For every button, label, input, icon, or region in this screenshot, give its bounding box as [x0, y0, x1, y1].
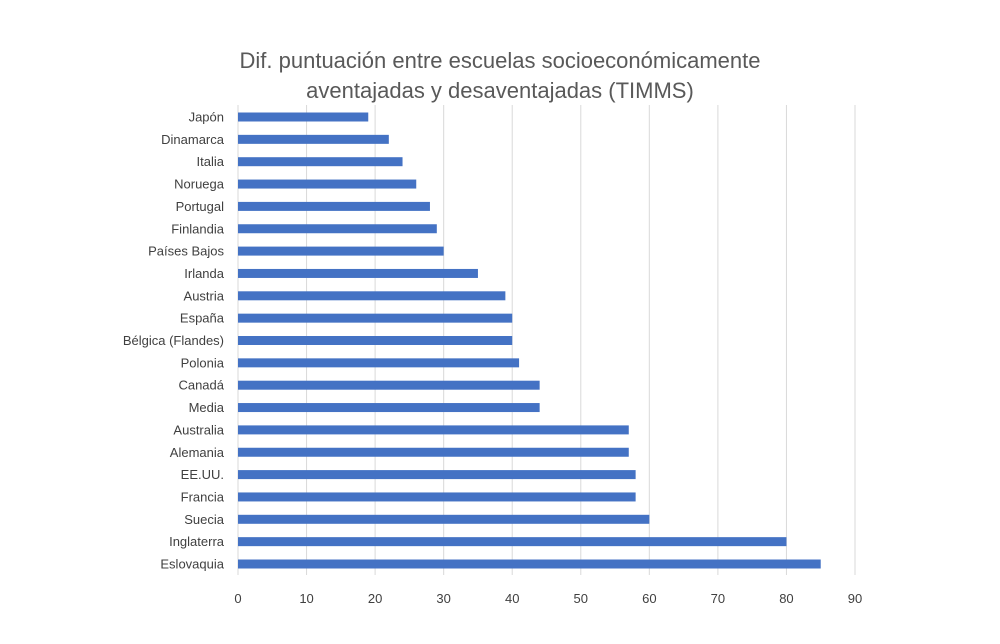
bar: [238, 336, 513, 345]
category-label: Canadá: [178, 378, 224, 393]
chart-title: Dif. puntuación entre escuelas socioecon…: [0, 46, 1000, 106]
category-label: España: [180, 311, 225, 326]
bar: [238, 313, 513, 323]
x-tick-label: 20: [368, 591, 382, 606]
bar: [238, 492, 636, 502]
x-tick-label: 60: [642, 591, 656, 606]
category-label: Noruega: [174, 177, 225, 192]
chart-title-line-1: Dif. puntuación entre escuelas socioecon…: [239, 48, 761, 73]
bar: [238, 179, 417, 189]
category-label: Australia: [173, 422, 224, 437]
bar: [238, 403, 540, 413]
bar: [238, 201, 430, 211]
x-axis-tick-labels: 0 10 20 30 40 50 60 70 80 90: [234, 591, 862, 606]
category-label: Portugal: [176, 199, 225, 214]
x-tick-label: 90: [848, 591, 862, 606]
bar: [238, 246, 444, 256]
x-tick-label: 40: [505, 591, 519, 606]
x-tick-label: 80: [779, 591, 793, 606]
category-label: Irlanda: [184, 266, 225, 281]
bar: [238, 224, 437, 234]
x-tick-label: 50: [574, 591, 588, 606]
category-label: Suecia: [184, 512, 225, 527]
bar: [238, 537, 787, 547]
bar: [238, 268, 478, 278]
category-label: Eslovaquia: [160, 557, 224, 572]
bar: [238, 112, 369, 122]
bar: [238, 559, 821, 569]
category-label: Francia: [181, 489, 225, 504]
x-tick-label: 70: [711, 591, 725, 606]
bar: [238, 514, 650, 524]
category-labels: Japón Dinamarca Italia Noruega Portugal Finla…: [123, 110, 225, 572]
category-label: Inglaterra: [169, 534, 225, 549]
category-label: Italia: [197, 154, 225, 169]
category-label: Finlandia: [171, 221, 225, 236]
x-tick-label: 10: [299, 591, 313, 606]
chart-title-line-2: aventajadas y desaventajadas (TIMMS): [306, 78, 694, 103]
bar: [238, 447, 629, 457]
category-label: EE.UU.: [181, 467, 224, 482]
bar: [238, 358, 520, 368]
x-tick-label: 0: [234, 591, 241, 606]
bar: [238, 425, 629, 435]
category-label: Países Bajos: [148, 244, 224, 259]
bar: [238, 380, 540, 390]
bar: [238, 134, 389, 144]
bar: [238, 157, 403, 167]
bar: [238, 291, 506, 301]
x-tick-label: 30: [436, 591, 450, 606]
category-label: Alemania: [170, 445, 225, 460]
category-label: Media: [189, 400, 225, 415]
category-label: Austria: [184, 288, 225, 303]
category-label: Japón: [189, 110, 224, 125]
category-label: Bélgica (Flandes): [123, 333, 224, 348]
bar: [238, 470, 636, 480]
category-label: Polonia: [181, 355, 225, 370]
bars: [238, 112, 821, 569]
category-label: Dinamarca: [161, 132, 225, 147]
